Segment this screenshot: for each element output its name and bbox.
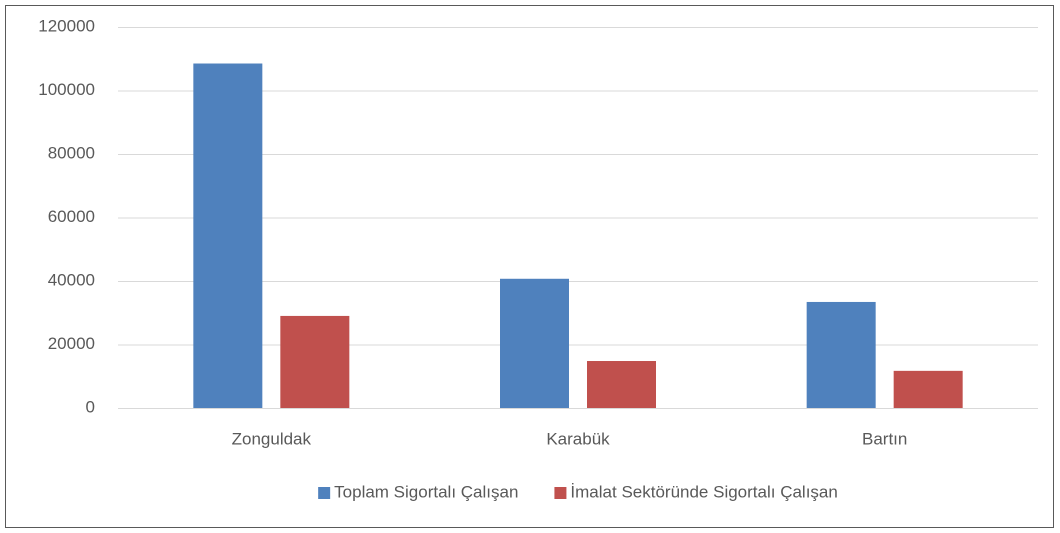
x-tick-label: Bartın: [862, 429, 907, 448]
x-tick-label: Zonguldak: [232, 429, 312, 448]
y-tick-label: 0: [86, 397, 95, 416]
y-tick-label: 40000: [48, 270, 95, 289]
x-tick-label: Karabük: [546, 429, 610, 448]
chart-frame: [5, 5, 1054, 528]
bar: [280, 315, 350, 408]
y-tick-label: 20000: [48, 334, 95, 353]
bar: [193, 63, 263, 408]
legend-label: İmalat Sektöründe Sigortalı Çalışan: [570, 482, 837, 501]
y-tick-label: 100000: [38, 80, 95, 99]
bar: [500, 278, 569, 408]
legend-label: Toplam Sigortalı Çalışan: [334, 482, 518, 501]
bar: [806, 301, 876, 408]
legend-item: Toplam Sigortalı Çalışan: [318, 482, 518, 501]
legend-item: İmalat Sektöründe Sigortalı Çalışan: [554, 482, 838, 501]
y-tick-label: 80000: [48, 143, 95, 162]
bar: [893, 370, 963, 408]
legend-swatch: [318, 487, 331, 499]
bar: [587, 361, 656, 408]
y-tick-label: 120000: [38, 16, 95, 35]
y-tick-label: 60000: [48, 207, 95, 226]
legend-swatch: [554, 487, 567, 499]
